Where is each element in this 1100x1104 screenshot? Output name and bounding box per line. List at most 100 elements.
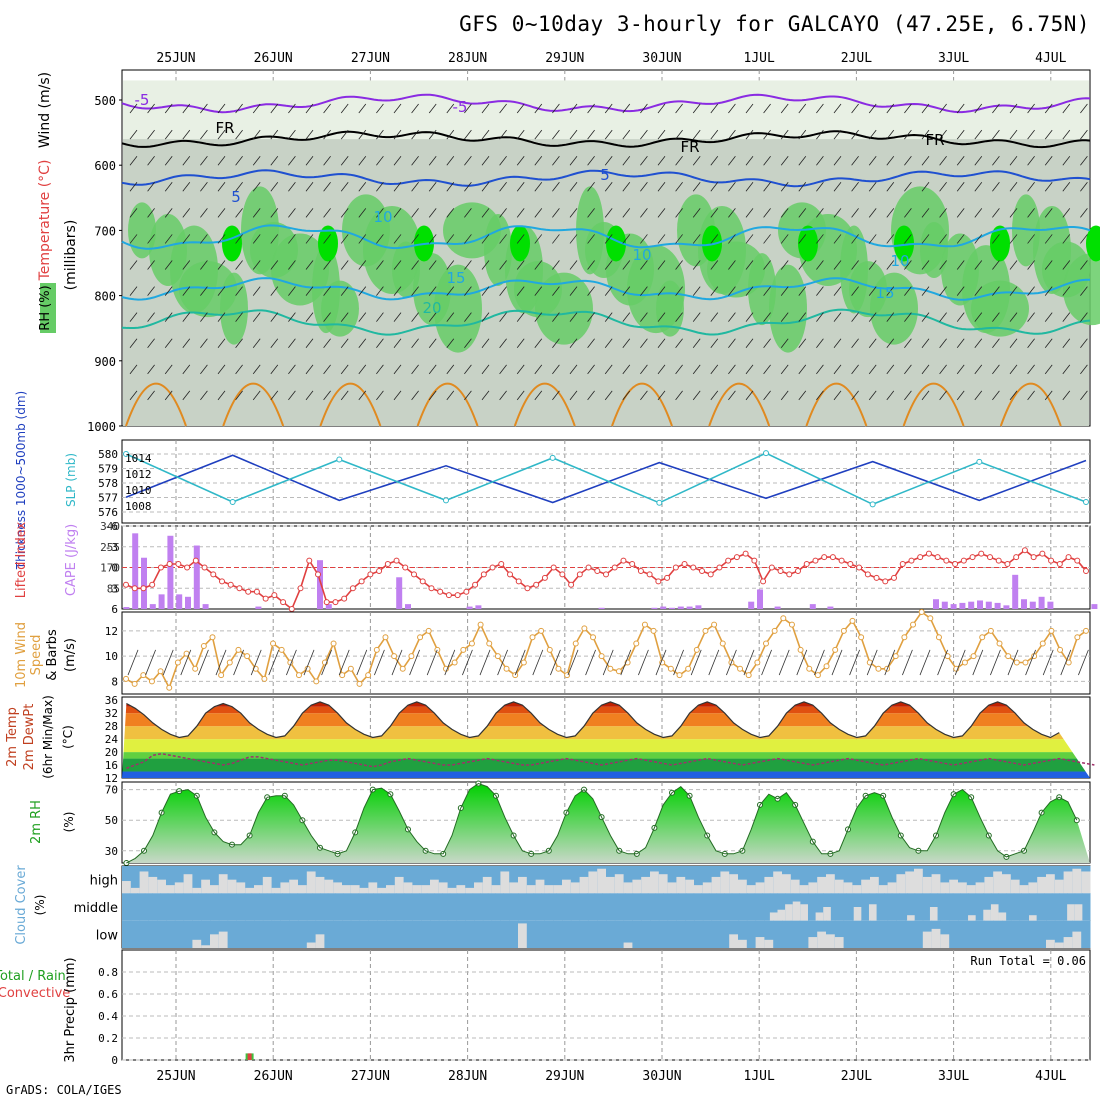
wind-speed-point xyxy=(218,672,225,679)
wind-barb xyxy=(499,286,507,296)
wind-barb xyxy=(675,155,683,166)
cloud-clear xyxy=(764,939,774,948)
wind10m-barb xyxy=(233,649,244,676)
wind-barb xyxy=(1009,182,1018,192)
wind-barb xyxy=(464,129,472,140)
lifted-index-point xyxy=(341,595,348,602)
wind-barb xyxy=(1062,286,1071,296)
cloud-cell xyxy=(201,866,211,894)
rh-legend-swatch xyxy=(40,283,56,333)
wind-barb xyxy=(710,129,719,140)
wind-barb xyxy=(393,390,402,401)
wind-barb xyxy=(481,312,490,322)
wind-barb xyxy=(956,286,965,296)
wind-barb xyxy=(147,129,155,140)
wind-barb xyxy=(411,338,419,349)
wind-barb xyxy=(305,364,314,375)
lifted-index-point xyxy=(489,564,496,571)
slp-point xyxy=(336,456,343,463)
wind-barb xyxy=(1062,129,1071,140)
wind-barb xyxy=(745,155,754,166)
cloud-cell xyxy=(614,920,625,948)
wind-barb xyxy=(1080,208,1088,218)
cloud-cell xyxy=(708,893,718,921)
cape-bar xyxy=(176,594,183,609)
wind-barb xyxy=(851,364,859,375)
lifted-index-point xyxy=(795,567,801,574)
wind-barb xyxy=(129,234,138,244)
cloud-cell xyxy=(755,866,765,894)
wind-speed-point xyxy=(693,646,700,653)
wind-barb xyxy=(323,338,331,349)
contour-label: -5 xyxy=(135,91,150,109)
wind-barb xyxy=(428,208,437,218)
wind-barb xyxy=(622,286,631,296)
wind-barb xyxy=(516,129,525,140)
wind-barb xyxy=(129,103,138,114)
cloud-clear xyxy=(887,882,897,894)
cloud-cell xyxy=(808,920,818,948)
lifted-index-point xyxy=(315,571,321,578)
wind-barb xyxy=(675,103,683,114)
precip-frame xyxy=(121,949,1091,1061)
cloud-cell xyxy=(430,866,440,894)
wind-barb xyxy=(147,312,155,322)
wind-barb xyxy=(1009,364,1018,375)
wind-barb xyxy=(763,260,771,270)
cape-bar xyxy=(677,606,684,609)
upper-ytick-label: 600 xyxy=(94,159,116,173)
wind-barb xyxy=(252,312,261,322)
cloud-clear xyxy=(755,882,765,894)
cloud-cell xyxy=(144,893,153,921)
cloud-cell xyxy=(190,893,199,921)
cloud-cell xyxy=(983,893,992,921)
wind-barb xyxy=(604,338,613,349)
wind-barb xyxy=(1080,182,1088,192)
wind-barb xyxy=(1062,364,1071,375)
wind-speed-point xyxy=(503,665,510,672)
cloud-clear xyxy=(570,882,581,894)
cloud-cell xyxy=(790,920,801,948)
cloud-cell xyxy=(430,920,440,948)
cloud-clear xyxy=(792,901,801,921)
lifted-index-point xyxy=(786,571,793,578)
wind-barb xyxy=(622,364,631,375)
lifted-index-point xyxy=(847,561,854,568)
wind-barb xyxy=(657,364,666,375)
date-label-bottom: 26JUN xyxy=(254,1069,293,1084)
contour-label: 20 xyxy=(422,299,441,317)
wind-barb xyxy=(305,234,314,244)
wind-barb xyxy=(305,182,314,192)
wind-barb xyxy=(692,364,701,375)
wind-barb xyxy=(499,129,507,140)
wind-barb xyxy=(464,390,472,401)
contour-label: 15 xyxy=(446,269,465,287)
wind10m-barb xyxy=(743,649,755,676)
wind-barb xyxy=(340,286,349,296)
cloud-cell xyxy=(227,920,237,948)
wind-barb xyxy=(745,390,754,401)
cape-bar xyxy=(933,599,939,609)
wind-speed-point xyxy=(131,680,138,687)
contour-label: FR xyxy=(215,119,234,137)
wind-barb xyxy=(323,129,331,140)
wind-barb xyxy=(569,129,578,140)
lifted-index-point xyxy=(733,554,740,561)
wind-barb xyxy=(270,364,279,375)
wind-speed-point xyxy=(140,672,147,679)
lifted-index-point xyxy=(384,561,391,568)
cloud-cell xyxy=(350,866,361,894)
wind-barb xyxy=(323,182,331,192)
wind-barb xyxy=(886,182,895,192)
wind-barb xyxy=(868,129,877,140)
cloud-cell xyxy=(509,866,519,894)
wind-barb xyxy=(904,208,912,218)
cloud-clear xyxy=(491,885,501,894)
wind-barb xyxy=(393,364,402,375)
wind-barb xyxy=(288,129,296,140)
wind10m-barb xyxy=(866,649,878,676)
cloud-clear xyxy=(148,876,158,894)
lifted-index-point xyxy=(253,588,260,595)
wind-barb xyxy=(200,286,208,296)
cloud-cell xyxy=(411,893,420,921)
